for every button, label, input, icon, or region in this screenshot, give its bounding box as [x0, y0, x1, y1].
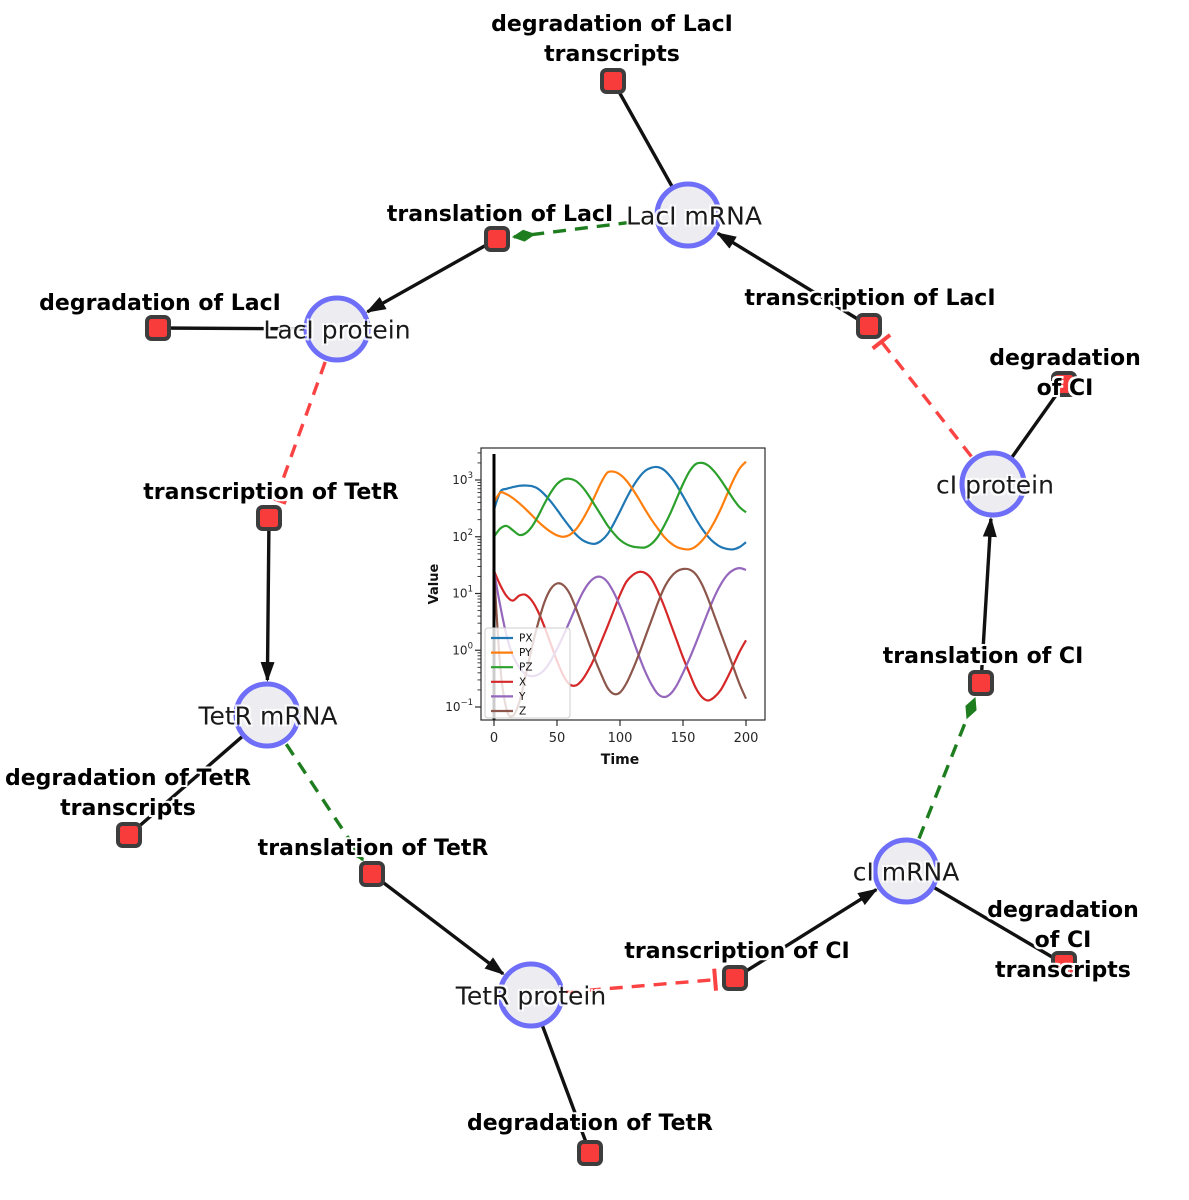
inhibition-bar-transcription-tetr: [264, 493, 287, 505]
species-label-tetr-protein: TetR protein: [455, 981, 607, 1011]
y-tick-label: 10−1: [445, 698, 473, 714]
series-PZ: [493, 461, 747, 549]
legend-label-PX: PX: [519, 633, 533, 645]
edge-tetr-mrna-catalyzes-translation: [284, 743, 365, 862]
node-translation-laci[interactable]: [484, 226, 510, 252]
node-laci-mrna[interactable]: [654, 181, 722, 249]
reaction-label-transcription-tetr: transcription of TetR: [143, 480, 399, 505]
reaction-label-degradation-tetr: degradation of TetR: [466, 1111, 714, 1136]
species-label-laci-protein: LacI protein: [263, 315, 411, 345]
node-degradation-laci[interactable]: [145, 315, 171, 341]
inhibition-bar-transcription-laci: [871, 333, 892, 351]
y-tick-label: 103: [452, 471, 473, 487]
node-ci-protein[interactable]: [959, 450, 1027, 518]
edge-ci-mrna-catalyzes-translation: [917, 696, 977, 840]
edge-laci-mrna-catalyzes-translation: [511, 217, 654, 242]
reaction-label-degradation-laci: degradation of LacI: [39, 291, 281, 316]
legend-label-Z: Z: [519, 706, 526, 718]
legend-label-X: X: [519, 676, 526, 688]
edge-laci-protein-inhibits-transcription-tetr: [274, 361, 327, 500]
node-translation-ci[interactable]: [968, 670, 994, 696]
node-degradation-ci-transcripts[interactable]: [1051, 951, 1077, 977]
y-axis-label: Value: [427, 563, 442, 604]
legend-label-PZ: PZ: [519, 662, 533, 674]
reaction-label-translation-tetr: translation of TetR: [257, 836, 489, 861]
node-transcription-laci[interactable]: [856, 313, 882, 339]
edge-ci-protein-inhibits-transcription-laci: [880, 340, 973, 458]
x-tick-label: 200: [734, 731, 759, 746]
timecourse-plot-svg: 0 50 100 150 200 10−1 100 101 102 103 Time Value PX P…: [427, 447, 766, 768]
y-tick-label: 102: [452, 528, 473, 544]
series-X: [492, 570, 747, 702]
reaction-label-degradation-laci-transcripts: degradation of LacI transcripts: [491, 12, 733, 67]
legend-label-Y: Y: [518, 691, 526, 703]
edge-translation-ci-to-ci-protein: [979, 516, 997, 684]
x-tick-label: 100: [608, 731, 633, 746]
y-tick-label: 100: [452, 641, 473, 657]
x-tick-label: 150: [671, 731, 696, 746]
edge-transcription-ci-to-ci-mrna: [734, 888, 878, 980]
timecourse-plot: 0 50 100 150 200 10−1 100 101 102 103 Time Value PX P…: [425, 438, 770, 772]
node-degradation-tetr-transcripts[interactable]: [116, 822, 142, 848]
node-degradation-tetr[interactable]: [577, 1140, 603, 1166]
reaction-label-translation-laci: translation of LacI: [386, 202, 614, 227]
species-label-ci-protein: cI protein: [936, 470, 1054, 500]
reaction-label-degradation-ci-transcripts: degradation of CI transcripts: [987, 898, 1139, 983]
node-ci-mrna[interactable]: [872, 837, 940, 905]
x-tick-label: 50: [549, 731, 566, 746]
x-tick-label: 0: [490, 731, 498, 746]
plot-frame: [480, 447, 766, 721]
node-tetr-mrna[interactable]: [233, 681, 301, 749]
inhibition-bar-transcription-ci: [712, 968, 718, 991]
node-tetr-protein[interactable]: [497, 961, 565, 1029]
node-transcription-ci[interactable]: [722, 965, 748, 991]
edge-translation-tetr-to-tetr-protein: [370, 872, 505, 976]
node-translation-tetr[interactable]: [359, 861, 385, 887]
edge-transcription-laci-to-laci-mrna: [716, 231, 870, 328]
node-degradation-ci[interactable]: [1051, 371, 1077, 397]
edge-translation-laci-to-laci-protein: [365, 237, 498, 314]
legend-label-PY: PY: [519, 647, 532, 659]
x-axis-label: Time: [601, 752, 639, 768]
reaction-label-degradation-ci: degradation of CI: [989, 346, 1141, 401]
node-transcription-tetr[interactable]: [256, 505, 282, 531]
y-tick-label: 101: [452, 585, 473, 601]
species-label-tetr-mrna: TetR mRNA: [198, 701, 338, 731]
reaction-label-translation-ci: translation of CI: [882, 644, 1084, 669]
node-degradation-laci-transcripts[interactable]: [600, 68, 626, 94]
edge-tetr-protein-inhibits-transcription-ci: [565, 978, 716, 994]
species-label-ci-mrna: cI mRNA: [852, 857, 960, 887]
reaction-label-transcription-laci: transcription of LacI: [744, 286, 996, 311]
node-laci-protein[interactable]: [303, 295, 371, 363]
series-PX: [492, 465, 747, 551]
reaction-label-degradation-tetr-transcripts: degradation of TetR transcripts: [4, 766, 252, 821]
species-label-laci-mrna: LacI mRNA: [626, 201, 762, 231]
edge-transcription-tetr-to-tetr-mrna: [260, 517, 275, 682]
reaction-label-transcription-ci: transcription of CI: [624, 939, 850, 964]
